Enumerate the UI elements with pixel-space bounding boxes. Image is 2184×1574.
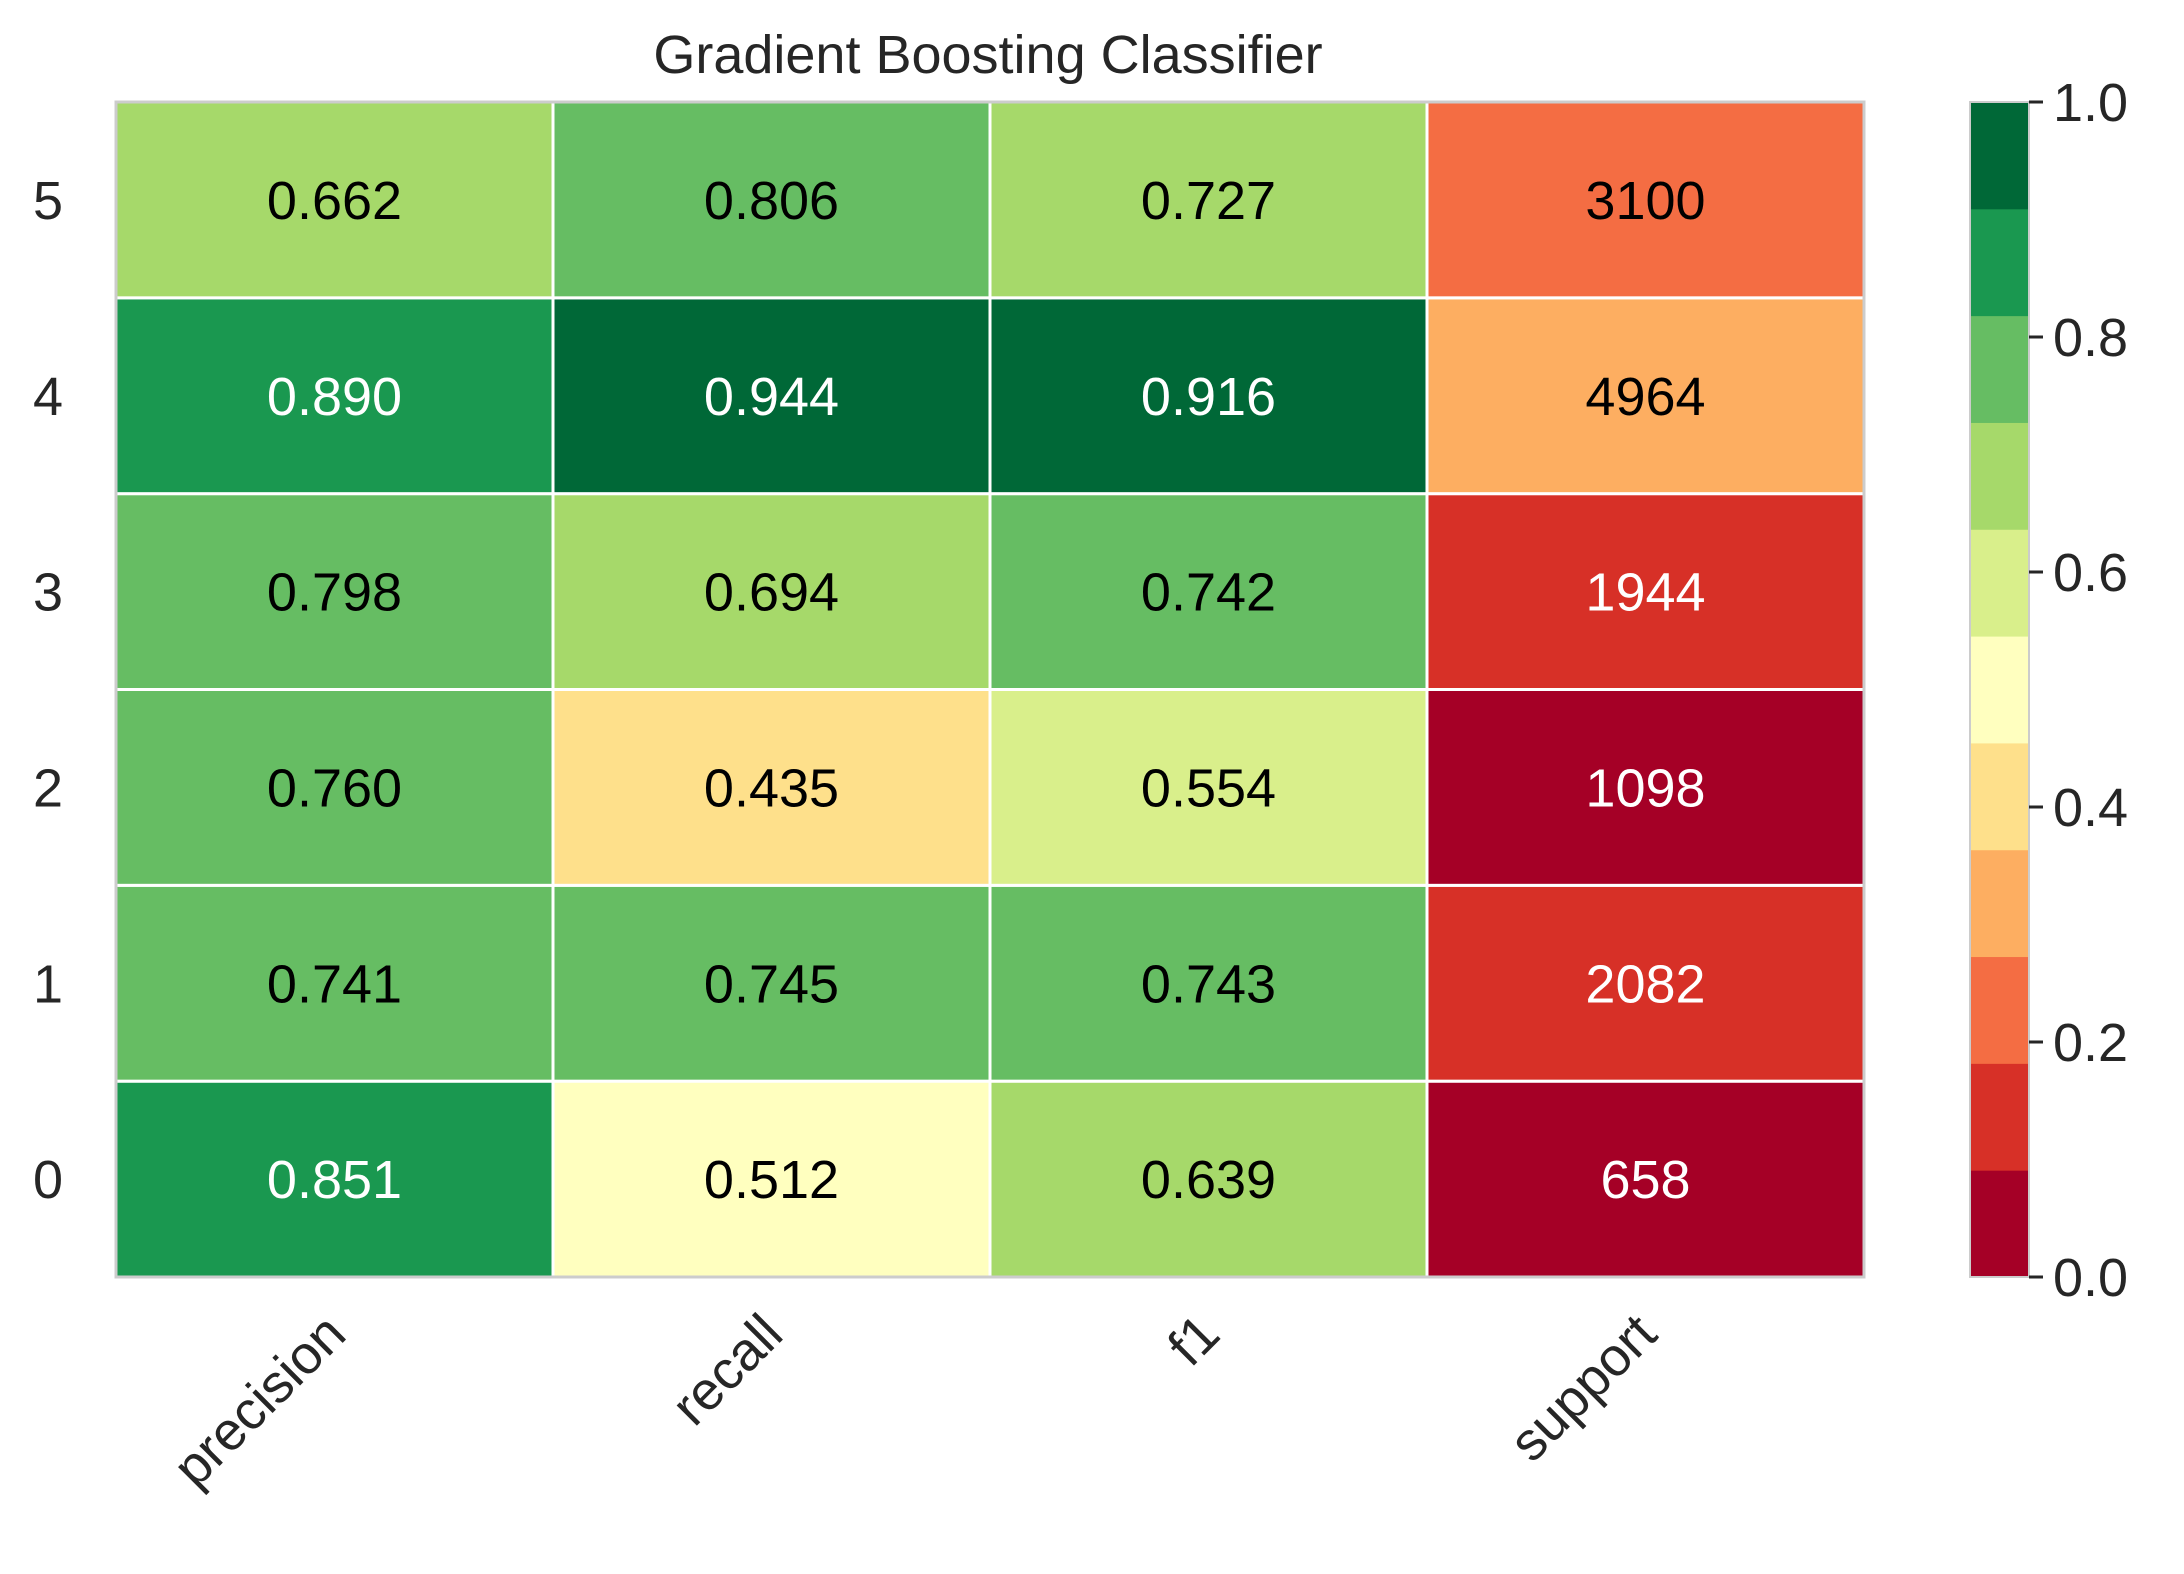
cell-value-label: 0.435 [704,758,839,818]
colorbar-segment [1970,208,2029,317]
cell-value-label: 0.554 [1141,758,1276,818]
colorbar-tick-label: 0.4 [2053,778,2128,838]
colorbar-segment [1970,422,2029,530]
colorbar-tick-label: 0.6 [2053,543,2128,603]
y-tick-label: 1 [33,954,63,1014]
cell-value-label: 0.851 [267,1150,402,1210]
cell-value-label: 1098 [1585,758,1705,818]
colorbar-segment [1970,956,2029,1064]
colorbar-segment [1970,1063,2029,1171]
cell-value-label: 0.743 [1141,954,1276,1014]
colorbar-tick-label: 1.0 [2053,73,2128,133]
y-tick-label: 2 [33,758,63,818]
colorbar-segment [1970,529,2029,637]
cell-value-label: 0.760 [267,758,402,818]
chart-title: Gradient Boosting Classifier [653,25,1322,85]
cell-value-label: 0.798 [267,563,402,623]
x-tick-labels: precision recall f1 support [162,1303,1668,1498]
cell-value-label: 0.944 [704,367,839,427]
y-tick-labels: 0 1 2 3 4 5 [33,171,63,1210]
colorbar-segment [1970,102,2029,210]
colorbar-tick-label: 0.2 [2053,1013,2128,1073]
plot-frame [114,100,1866,1279]
heatmap-cell [114,883,555,1083]
x-tick-label: precision [162,1303,357,1498]
cell-value-label: 3100 [1585,171,1705,231]
cell-value-label: 0.694 [704,563,839,623]
heatmap-cell [551,688,992,887]
heatmap-cell [988,883,1429,1083]
cell-value-label: 0.916 [1141,367,1276,427]
heatmap-cell [551,883,992,1083]
y-tick-label: 5 [33,171,63,231]
cell-value-label: 0.741 [267,954,402,1014]
y-tick-label: 3 [33,563,63,623]
cell-value-label: 0.662 [267,171,402,231]
colorbar-tick-label: 0.0 [2053,1248,2128,1308]
colorbar-segment [1970,636,2029,744]
y-tick-label: 4 [33,367,63,427]
cell-value-label: 0.742 [1141,563,1276,623]
heatmap-cell [114,296,555,496]
colorbar-tick-label: 0.8 [2053,308,2128,368]
heatmap-cell [988,296,1429,496]
colorbar-frame [1969,101,2030,1278]
colorbar-segment [1970,1170,2029,1278]
cell-value-label: 0.806 [704,171,839,231]
heatmap-cells: 0.851 0.512 0.639 658 0.741 0.745 0.743 2082 0.7… [114,100,1866,1279]
heatmap-cell [1425,492,1866,691]
cell-value-label: 4964 [1585,367,1705,427]
cell-value-label: 0.745 [704,954,839,1014]
heatmap-cell [551,296,992,496]
heatmap-cell [1425,1079,1866,1279]
colorbar-segment [1970,742,2029,851]
cell-value-label: 0.639 [1141,1150,1276,1210]
heatmap-cell [114,1079,555,1279]
heatmap-cell [988,100,1429,300]
cell-value-label: 0.890 [267,367,402,427]
heatmap-cell [988,492,1429,691]
heatmap-cell [1425,296,1866,496]
x-tick-label: f1 [1157,1303,1231,1377]
colorbar-segment [1970,315,2029,423]
cell-value-label: 658 [1600,1150,1690,1210]
colorbar-segment [1970,849,2029,958]
heatmap-cell [114,100,555,300]
x-tick-label: recall [660,1303,794,1437]
cell-value-label: 0.727 [1141,171,1276,231]
cell-value-label: 1944 [1585,563,1705,623]
heatmap-cell [1425,883,1866,1083]
y-tick-label: 0 [33,1150,63,1210]
cell-value-label: 0.512 [704,1150,839,1210]
x-tick-label: support [1498,1303,1668,1473]
cell-value-label: 2082 [1585,954,1705,1014]
heatmap-cell [1425,688,1866,887]
colorbar: 0.0 0.2 0.4 0.6 0.8 1.0 [1969,73,2128,1308]
heatmap-cell [551,1079,992,1279]
heatmap-cell [114,492,555,691]
